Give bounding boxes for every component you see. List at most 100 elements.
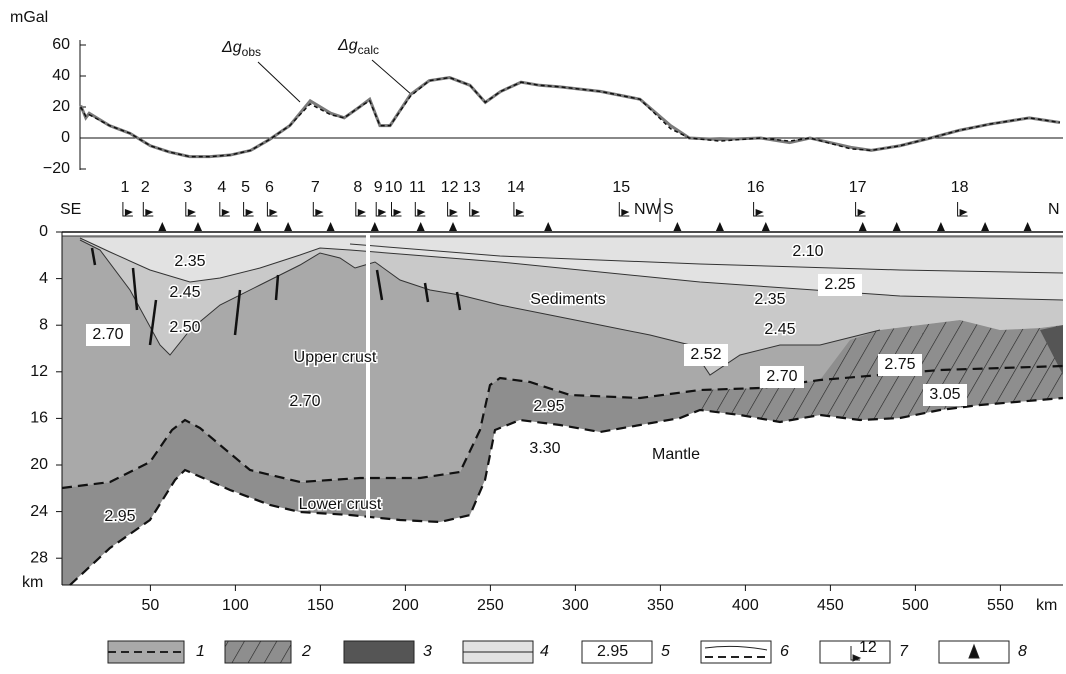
end-label: NW: [634, 201, 662, 218]
density-label: 2.10: [792, 243, 823, 260]
legend-label: 1: [196, 643, 205, 660]
seismic-station: [981, 222, 989, 231]
seismic-station: [371, 222, 379, 231]
seismic-station: [284, 222, 292, 231]
legend-label: 4: [540, 643, 549, 660]
station-flag-head: [516, 209, 524, 216]
y-tick-label: 0: [39, 223, 48, 240]
y-unit: km: [22, 574, 43, 591]
station-label: 9: [374, 179, 383, 196]
density-label: 3.05: [929, 386, 960, 403]
legend-label: 5: [661, 643, 670, 660]
y-tick-label: 60: [52, 36, 70, 53]
x-tick-label: 450: [817, 597, 844, 614]
station-label: 3: [183, 179, 192, 196]
seismic-station: [1024, 222, 1032, 231]
legend-box-text: 12: [859, 639, 877, 656]
legend-label: 7: [899, 643, 909, 660]
station-flag-head: [417, 209, 425, 216]
station-label: 2: [141, 179, 150, 196]
y-tick-label: 4: [39, 270, 48, 287]
station-flag-head: [188, 209, 196, 216]
end-label: SE: [60, 201, 81, 218]
x-tick-label: 350: [647, 597, 674, 614]
leader: [372, 60, 412, 95]
subscript: obs: [242, 45, 261, 59]
density-label: 2.50: [169, 319, 200, 336]
page: {"chart_data":{"type":"line","y_label":"…: [0, 0, 1066, 674]
x-tick-label: 300: [562, 597, 589, 614]
density-label: 2.95: [533, 398, 564, 415]
station-flag-head: [145, 209, 153, 216]
seismic-station: [937, 222, 945, 231]
legend-box: [701, 641, 771, 663]
station-label: 14: [507, 179, 525, 196]
station-flag-head: [358, 209, 366, 216]
density-label: 2.95: [104, 508, 135, 525]
station-flag-head: [450, 209, 458, 216]
seismic-station: [544, 222, 552, 231]
station-flag-head: [315, 209, 323, 216]
y-tick-label: 24: [30, 503, 48, 520]
y-tick-label: 40: [52, 67, 70, 84]
station-label: 13: [463, 179, 481, 196]
station-label: 17: [849, 179, 867, 196]
seismic-station: [762, 222, 770, 231]
density-label: 2.70: [92, 326, 123, 343]
density-label: 2.25: [824, 276, 855, 293]
density-label: 2.75: [884, 356, 915, 373]
unit-name: Mantle: [652, 446, 700, 463]
end-label: S: [663, 201, 674, 218]
legend-label: 3: [423, 643, 432, 660]
seismic-station: [716, 222, 724, 231]
x-unit: km: [1036, 597, 1057, 614]
y-tick-label: 28: [30, 549, 48, 566]
y-tick-label: 12: [30, 363, 48, 380]
legend-box-text: 2.95: [597, 643, 628, 660]
station-label: 6: [265, 179, 274, 196]
station-label: 10: [385, 179, 403, 196]
density-label: 2.52: [690, 346, 721, 363]
y-tick-label: 20: [30, 456, 48, 473]
seismic-station: [673, 222, 681, 231]
density-label: 2.45: [169, 284, 200, 301]
seismic-station: [449, 222, 457, 231]
density-label: 3.30: [529, 440, 560, 457]
leader: [258, 62, 300, 102]
station-flag-head: [125, 209, 133, 216]
station-label: 11: [409, 179, 426, 196]
station-label: 18: [951, 179, 969, 196]
density-label: 2.35: [754, 291, 785, 308]
x-tick-label: 400: [732, 597, 759, 614]
legend-box: [108, 641, 184, 663]
y-tick-label: 20: [52, 98, 70, 115]
station-label: 5: [241, 179, 250, 196]
legend-box: [344, 641, 414, 663]
station-label: 12: [441, 179, 459, 196]
seismic-station: [254, 222, 262, 231]
x-tick-label: 550: [987, 597, 1014, 614]
seismic-station: [893, 222, 901, 231]
station-label: 8: [353, 179, 362, 196]
seismic-station: [158, 222, 166, 231]
station-label: 7: [311, 179, 320, 196]
station-flag-head: [472, 209, 480, 216]
legend: 2.95 12: [108, 639, 1009, 663]
unit-name: Sediments: [530, 291, 606, 308]
station-label: 16: [747, 179, 765, 196]
x-tick-label: 200: [392, 597, 419, 614]
station-flag-head: [222, 209, 230, 216]
symbol: Δg: [221, 39, 242, 56]
seismic-station: [859, 222, 867, 231]
y-unit: mGal: [10, 9, 48, 26]
station-label: 4: [217, 179, 226, 196]
series-label: Δgcalc: [337, 37, 379, 57]
y-tick-label: 8: [39, 316, 48, 333]
y-tick-label: 0: [61, 129, 70, 146]
station-flag-head: [378, 209, 386, 216]
density-label: 2.35: [174, 253, 205, 270]
legend-label: 6: [780, 643, 789, 660]
density-label: 2.45: [764, 321, 795, 338]
seismic-station: [194, 222, 202, 231]
y-tick-label: −20: [43, 160, 70, 177]
